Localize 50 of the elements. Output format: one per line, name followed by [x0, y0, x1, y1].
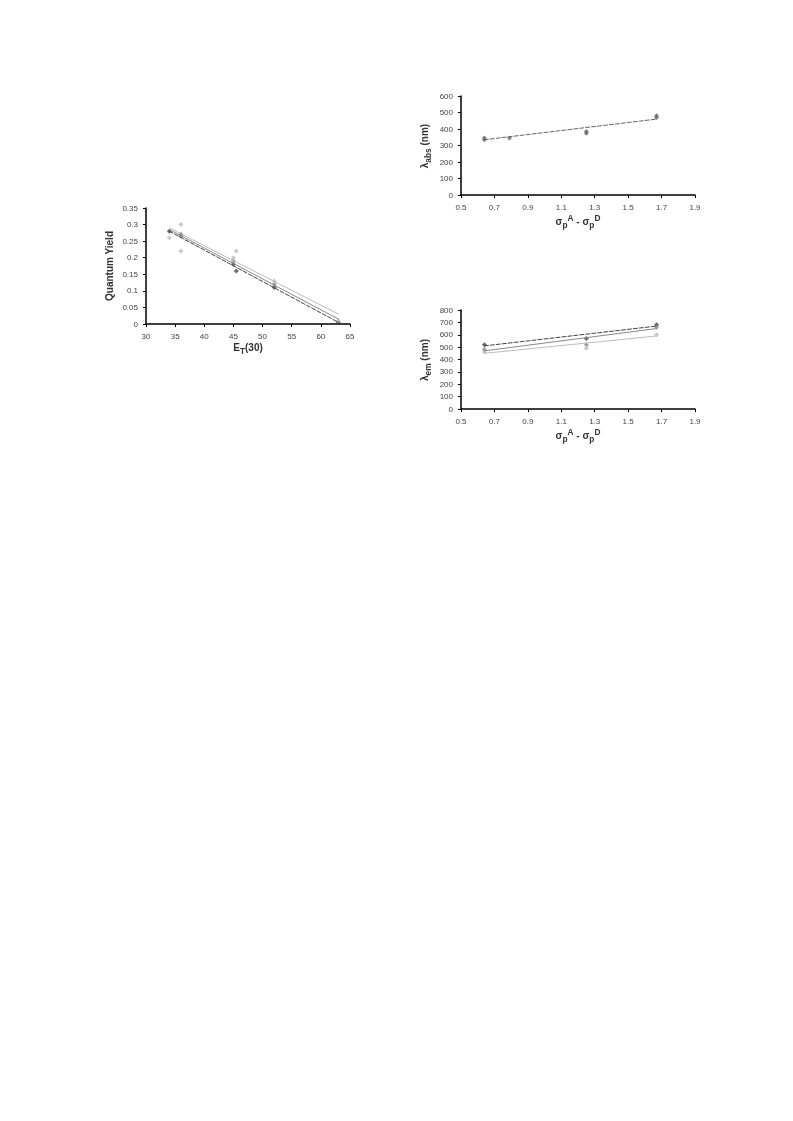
- y-tick-label: 600: [439, 91, 454, 101]
- y-tick-label: 200: [439, 379, 454, 389]
- y-tick-label: 500: [439, 342, 454, 352]
- x-tick-label: 0.7: [488, 416, 501, 426]
- y-tick-label: 0.2: [126, 253, 139, 263]
- x-tick-label: 45: [228, 331, 239, 341]
- x-tick-label: 65: [345, 331, 355, 341]
- x-tick-label: 1.5: [622, 416, 635, 426]
- y-tick-label: 200: [439, 157, 454, 167]
- x-tick-label: 0.7: [488, 202, 501, 212]
- x-tick-label: 1.7: [656, 416, 668, 426]
- y-tick-label: 0.1: [126, 286, 139, 296]
- x-tick-label: 1.7: [656, 202, 668, 212]
- y-tick-label: 0.25: [122, 236, 139, 246]
- y-tick-label: 100: [439, 174, 454, 183]
- x-axis-title: E$_{T}$(30): [233, 342, 263, 356]
- y-tick-label: 400: [439, 355, 454, 364]
- x-tick-label: 1.5: [622, 202, 635, 212]
- y-tick-label: 0.05: [122, 302, 139, 312]
- x-tick-label: 1.1: [555, 416, 568, 426]
- x-tick-label: 30: [141, 331, 151, 341]
- x-tick-label: 40: [199, 331, 210, 341]
- x-tick-label: 0.5: [455, 202, 468, 212]
- y-tick-label: 800: [439, 305, 454, 315]
- y-tick-label: 300: [439, 141, 454, 150]
- x-tick-label: 0.9: [522, 202, 534, 212]
- y-tick-label: 400: [439, 124, 454, 134]
- y-tick-label: 300: [439, 367, 454, 377]
- x-tick-label: 1.3: [589, 202, 601, 212]
- y-tick-label: 100: [439, 392, 454, 402]
- x-tick-label: 60: [316, 331, 326, 341]
- y-tick-label: 0.15: [122, 269, 139, 279]
- y-axis-title: Quantum Yield: [104, 230, 115, 302]
- y-tick-label: 700: [439, 317, 454, 327]
- x-tick-label: 35: [170, 331, 181, 341]
- x-tick-label: 1.3: [589, 416, 601, 426]
- y-tick-label: 0: [448, 404, 454, 414]
- y-tick-label: 0: [133, 319, 139, 329]
- y-tick-label: 0: [448, 190, 454, 200]
- y-tick-label: 0.35: [122, 203, 139, 213]
- x-tick-label: 50: [258, 331, 268, 341]
- y-tick-label: 600: [439, 330, 454, 340]
- y-tick-label: 500: [439, 108, 454, 117]
- x-tick-label: 55: [287, 331, 297, 341]
- x-tick-label: 1.9: [689, 202, 702, 212]
- x-tick-label: 0.9: [522, 416, 534, 426]
- y-tick-label: 0.3: [126, 220, 139, 230]
- x-tick-label: 1.1: [555, 202, 568, 212]
- x-tick-label: 0.5: [455, 416, 468, 426]
- x-tick-label: 1.9: [689, 416, 702, 426]
